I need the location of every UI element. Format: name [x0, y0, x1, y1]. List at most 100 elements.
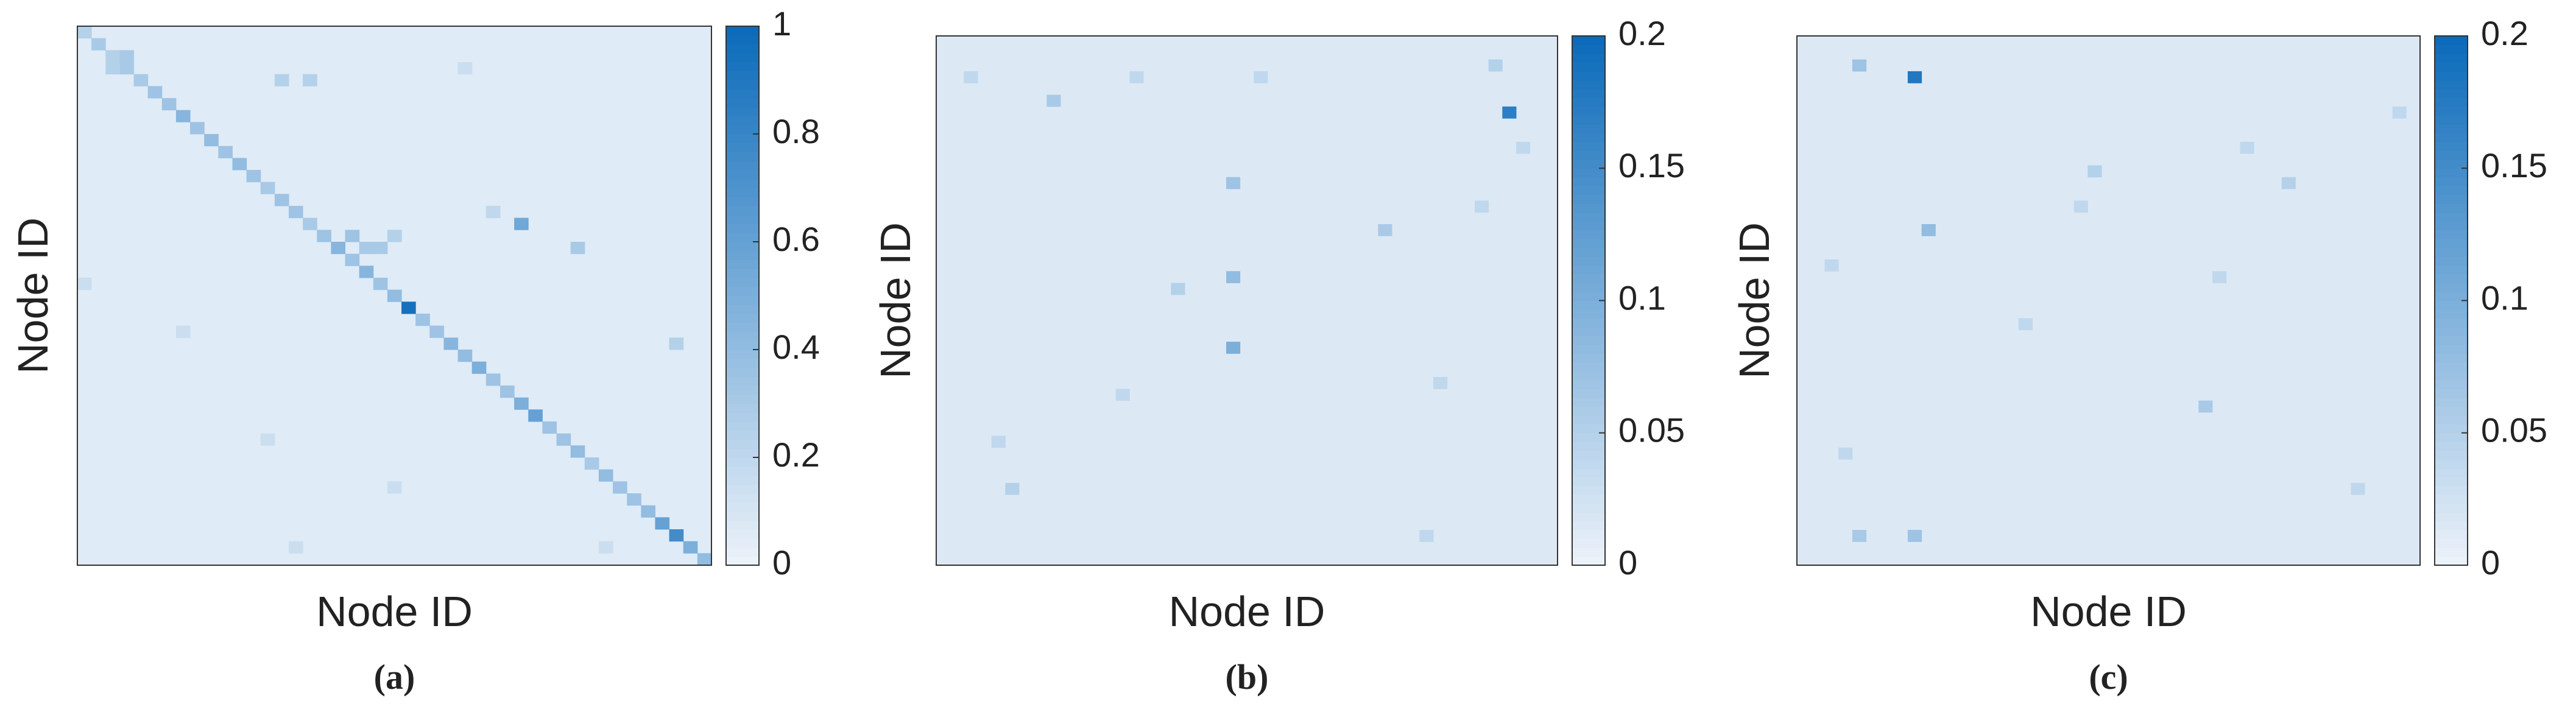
heatmap-cell: [91, 38, 106, 51]
colorbar-segment: [1572, 309, 1605, 319]
colorbar-segment: [726, 547, 759, 557]
heatmap-cell: [373, 278, 388, 291]
colorbar-segment: [726, 457, 759, 467]
colorbar-segment: [726, 386, 759, 395]
heatmap-cell: [1838, 447, 1853, 460]
heatmap-cell: [105, 62, 120, 75]
colorbar-segment: [1572, 124, 1605, 133]
heatmap-cell: [1046, 94, 1061, 107]
colorbar-segment: [2435, 88, 2468, 98]
colorbar-segment: [1572, 274, 1605, 284]
heatmap-cell: [359, 266, 374, 278]
colorbar-segment: [726, 538, 759, 548]
colorbar-segment: [726, 403, 759, 413]
colorbar-segment: [2435, 379, 2468, 389]
colorbar-segment: [726, 340, 759, 350]
colorbar-segment: [1572, 538, 1605, 548]
colorbar-segment: [2435, 326, 2468, 337]
colorbar-segment: [726, 250, 759, 261]
colorbar-segment: [1572, 239, 1605, 248]
heatmap-cell: [77, 26, 92, 39]
colorbar-segment: [726, 484, 759, 494]
heatmap-cell: [655, 517, 670, 530]
colorbar-segment: [2435, 36, 2468, 46]
colorbar-segment: [1572, 36, 1605, 46]
colorbar-segment: [726, 322, 759, 333]
colorbar-segment: [726, 224, 759, 233]
colorbar-segment: [726, 242, 759, 252]
colorbar-segment: [726, 511, 759, 521]
colorbar-segment: [2435, 309, 2468, 319]
colorbar-tick-label: 0.8: [772, 112, 820, 150]
colorbar-segment: [2435, 495, 2468, 504]
colorbar-segment: [1572, 521, 1605, 530]
colorbar-segment: [2435, 97, 2468, 107]
heatmap-cell: [274, 74, 289, 86]
heatmap-cell: [471, 361, 487, 374]
colorbar-segment: [1572, 97, 1605, 107]
colorbar-segment: [2435, 450, 2468, 460]
colorbar-segment: [2435, 512, 2468, 522]
colorbar-segment: [2435, 256, 2468, 266]
colorbar-segment: [726, 269, 759, 278]
heatmap-cell: [598, 469, 613, 482]
heatmap-cell: [415, 314, 430, 326]
colorbar-segment: [1572, 141, 1605, 151]
y-axis-label: Node ID: [1731, 222, 1778, 379]
heatmap-cell: [542, 421, 557, 434]
colorbar-segment: [726, 394, 759, 404]
colorbar-segment: [726, 188, 759, 197]
colorbar-segment: [2435, 548, 2468, 557]
heatmap-cell: [2018, 318, 2033, 331]
colorbar-tick-label: 0.05: [1618, 411, 1685, 449]
heatmap-cell: [2281, 177, 2296, 189]
heatmap-cell: [161, 98, 177, 111]
heatmap-cell: [303, 74, 317, 86]
colorbar-segment: [2435, 212, 2468, 222]
colorbar-segment: [2435, 177, 2468, 186]
heatmap-cell: [1129, 71, 1144, 83]
colorbar-segment: [2435, 150, 2468, 160]
colorbar-segment: [1572, 432, 1605, 442]
colorbar-segment: [1572, 344, 1605, 354]
heatmap-cell: [175, 110, 191, 122]
heatmap-cell: [274, 194, 289, 206]
colorbar-segment: [726, 62, 759, 72]
colorbar-segment: [2435, 44, 2468, 54]
colorbar-segment: [2435, 424, 2468, 434]
heatmap-cell: [387, 481, 402, 494]
colorbar-segment: [726, 331, 759, 341]
colorbar-segment: [2435, 203, 2468, 213]
colorbar-segment: [1572, 177, 1605, 186]
colorbar-segment: [1572, 168, 1605, 178]
colorbar-segment: [2435, 432, 2468, 442]
colorbar-segment: [2435, 247, 2468, 257]
heatmap-cell: [570, 445, 585, 458]
x-axis-label: Node ID: [316, 588, 473, 635]
heatmap-cell: [218, 146, 233, 158]
colorbar-segment: [2435, 318, 2468, 328]
heatmap-cell: [1005, 482, 1020, 495]
colorbar-segment: [1572, 424, 1605, 434]
colorbar-segment: [2435, 459, 2468, 469]
heatmap-cell: [598, 541, 613, 554]
colorbar-segment: [1572, 326, 1605, 337]
heatmap-cell: [232, 158, 247, 171]
colorbar-segment: [2435, 239, 2468, 248]
heatmap-cell: [584, 457, 599, 470]
heatmap-cell: [485, 206, 501, 219]
heatmap-cell: [1115, 389, 1130, 401]
y-axis-label: Node ID: [9, 217, 57, 374]
x-axis-label: Node ID: [1169, 588, 1325, 635]
colorbar-segment: [726, 26, 759, 36]
colorbar-segment: [726, 206, 759, 216]
colorbar-segment: [1572, 256, 1605, 266]
heatmap-cell: [1433, 377, 1448, 389]
colorbar-segment: [726, 170, 759, 180]
heatmap-cell: [105, 50, 120, 63]
heatmap-cell: [345, 230, 360, 242]
colorbar-segment: [2435, 477, 2468, 487]
heatmap-cell: [2198, 400, 2213, 413]
colorbar-segment: [1572, 371, 1605, 381]
